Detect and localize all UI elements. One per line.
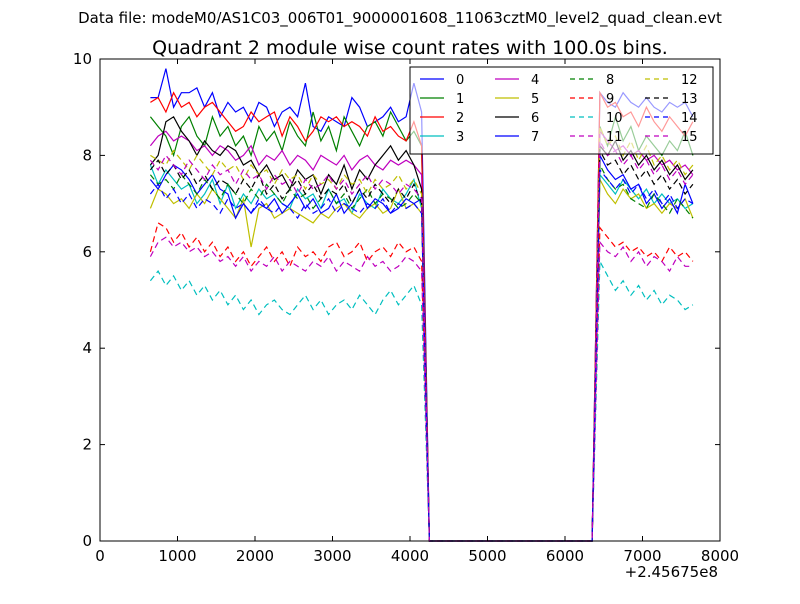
x-tick-label: 0 — [95, 547, 105, 565]
x-tick-label: 4000 — [391, 547, 429, 565]
y-tick-label: 4 — [82, 339, 92, 357]
figure-suptitle: Data file: modeM0/AS1C03_006T01_90000016… — [78, 9, 722, 28]
legend-label-10: 10 — [606, 111, 623, 126]
legend-label-3: 3 — [456, 130, 464, 145]
legend-box — [409, 66, 714, 155]
legend-label-5: 5 — [531, 92, 539, 107]
legend-label-8: 8 — [606, 73, 614, 88]
series-line-13 — [149, 148, 694, 542]
series-line-14 — [149, 168, 694, 542]
y-tick-label: 10 — [73, 50, 92, 68]
y-tick-label: 0 — [82, 532, 92, 550]
x-offset-label: +2.45675e8 — [625, 563, 718, 581]
legend-label-12: 12 — [681, 73, 698, 88]
legend-label-13: 13 — [681, 92, 698, 107]
legend-label-2: 2 — [456, 111, 464, 126]
x-tick-label: 2000 — [236, 547, 274, 565]
legend-label-1: 1 — [456, 92, 464, 107]
legend-label-9: 9 — [606, 92, 614, 107]
x-axis: 0 1000 2000 3000 4000 5000 6000 7000 8000 — [95, 59, 739, 565]
series-line-10 — [149, 259, 694, 542]
x-tick-label: 7000 — [623, 547, 661, 565]
x-tick-label: 5000 — [468, 547, 506, 565]
legend-label-14: 14 — [681, 111, 698, 126]
y-tick-label: 2 — [82, 436, 92, 454]
series-line-11 — [149, 236, 693, 542]
legend-label-11: 11 — [606, 130, 623, 145]
x-tick-label: 1000 — [158, 547, 196, 565]
x-tick-label: 8000 — [701, 547, 739, 565]
series-line-9 — [149, 221, 694, 542]
y-tick-label: 8 — [82, 146, 92, 164]
legend-label-0: 0 — [456, 73, 464, 88]
legend-label-6: 6 — [531, 111, 539, 126]
legend-label-4: 4 — [531, 73, 539, 88]
legend-label-7: 7 — [531, 130, 539, 145]
x-tick-label: 3000 — [313, 547, 351, 565]
series-line-15 — [149, 138, 694, 542]
chart-title: Quadrant 2 module wise count rates with … — [152, 37, 668, 59]
x-tick-label: 6000 — [546, 547, 584, 565]
legend-label-15: 15 — [681, 130, 698, 145]
y-tick-label: 6 — [82, 243, 92, 261]
